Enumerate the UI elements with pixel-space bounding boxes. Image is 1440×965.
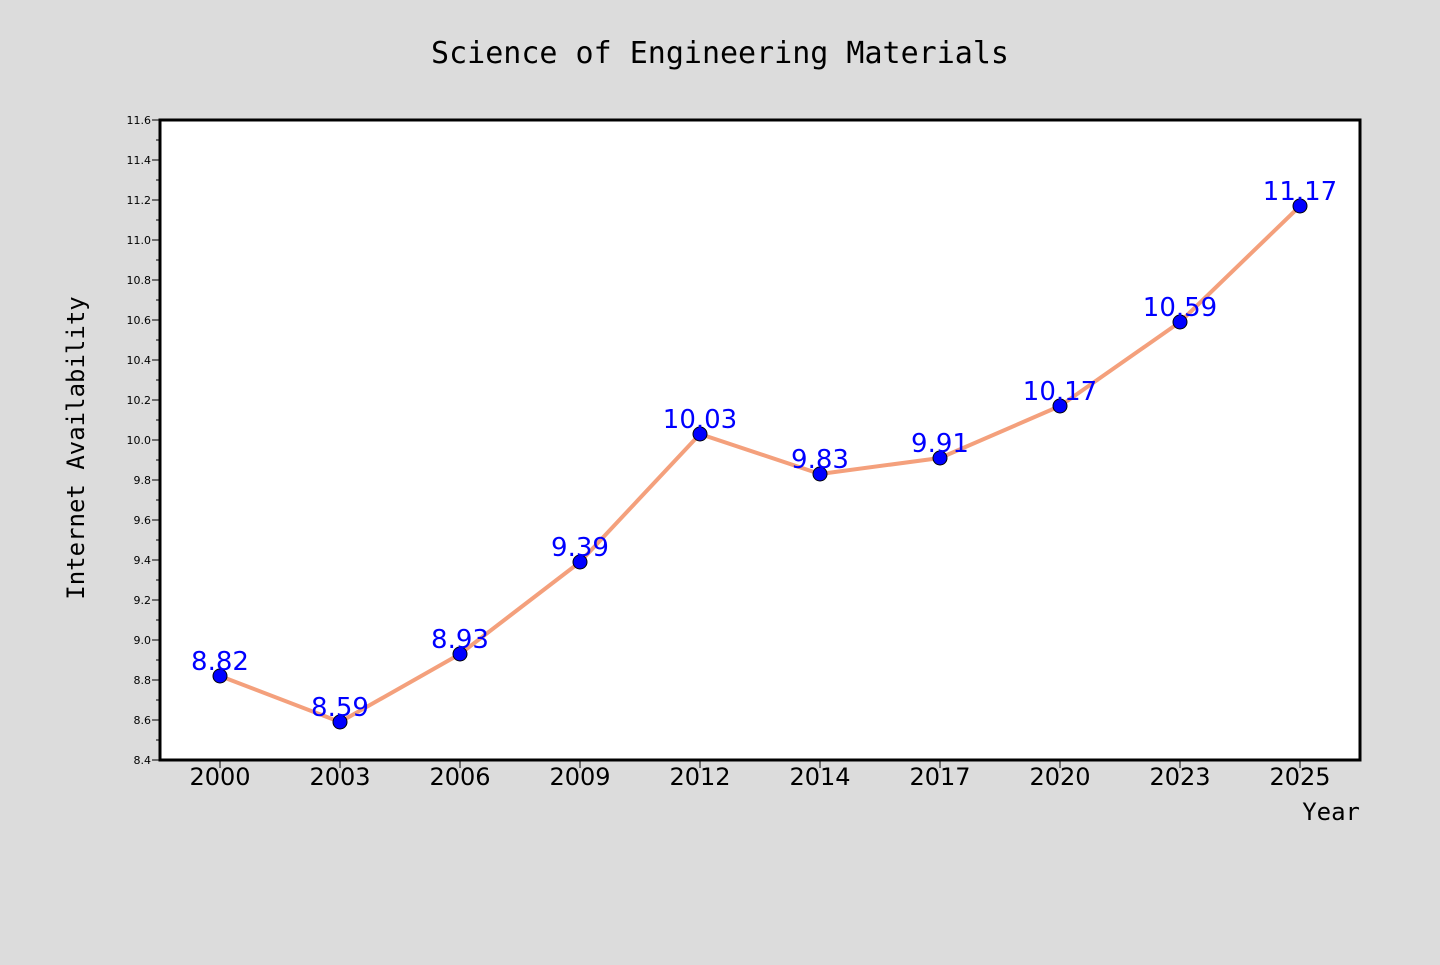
y-tick-label: 9.2 xyxy=(134,594,152,607)
y-axis-label: Internet Availability xyxy=(62,296,90,599)
data-point xyxy=(452,646,468,662)
data-label: 9.83 xyxy=(791,445,849,475)
data-point xyxy=(932,450,948,466)
data-point xyxy=(812,466,828,482)
x-axis-ticks: 2000 2003 2006 2009 2012 2014 2017 2020 2023 2025 xyxy=(189,760,1331,791)
y-tick-label: 10.6 xyxy=(127,314,152,327)
data-point xyxy=(332,714,348,730)
data-label: 8.93 xyxy=(431,625,489,655)
y-tick-label: 11.0 xyxy=(127,234,152,247)
data-label: 8.59 xyxy=(311,693,369,723)
data-label: 11.17 xyxy=(1263,177,1337,207)
series-layer xyxy=(218,204,1302,724)
data-point xyxy=(1172,314,1188,330)
y-tick-label: 8.6 xyxy=(134,714,152,727)
y-tick-label: 9.8 xyxy=(134,474,152,487)
x-tick-label: 2025 xyxy=(1269,763,1330,791)
y-tick-label: 10.0 xyxy=(127,434,152,447)
series-line xyxy=(218,204,1302,724)
x-tick-label: 2012 xyxy=(669,763,730,791)
data-label: 10.59 xyxy=(1143,293,1217,323)
data-point xyxy=(1052,398,1068,414)
x-tick-label: 2006 xyxy=(429,763,490,791)
plot-area xyxy=(160,120,1360,760)
chart-title: Science of Engineering Materials xyxy=(431,36,1009,71)
data-point xyxy=(1292,198,1308,214)
y-tick-label: 10.4 xyxy=(127,354,152,367)
data-label: 10.03 xyxy=(663,405,737,435)
y-tick-label: 10.2 xyxy=(127,394,152,407)
y-tick-label: 11.2 xyxy=(127,194,152,207)
y-tick-label: 11.6 xyxy=(127,114,152,127)
x-axis-label: Year xyxy=(1302,798,1360,826)
x-tick-label: 2014 xyxy=(789,763,850,791)
data-label: 9.39 xyxy=(551,533,609,563)
data-point xyxy=(692,426,708,442)
y-tick-label: 11.4 xyxy=(127,154,152,167)
y-tick-label: 10.8 xyxy=(127,274,152,287)
data-label: 8.82 xyxy=(191,647,249,677)
data-point xyxy=(572,554,588,570)
data-label: 10.17 xyxy=(1023,377,1097,407)
data-label: 9.91 xyxy=(911,429,969,459)
x-tick-label: 2003 xyxy=(309,763,370,791)
data-point xyxy=(212,668,228,684)
x-tick-label: 2020 xyxy=(1029,763,1090,791)
y-tick-label: 9.6 xyxy=(134,514,152,527)
y-tick-label: 8.8 xyxy=(134,674,152,687)
x-tick-label: 2000 xyxy=(189,763,250,791)
x-tick-label: 2009 xyxy=(549,763,610,791)
x-tick-label: 2023 xyxy=(1149,763,1210,791)
plot-frame xyxy=(158,118,1362,762)
y-tick-label: 9.4 xyxy=(134,554,152,567)
marker-layer xyxy=(212,198,1308,730)
y-tick-label: 8.4 xyxy=(134,754,152,767)
x-tick-label: 2017 xyxy=(909,763,970,791)
y-tick-label: 9.0 xyxy=(134,634,152,647)
data-label-layer: 8.82 8.59 8.93 9.39 10.03 9.83 9.91 10.17 10.59 1… xyxy=(191,177,1337,723)
